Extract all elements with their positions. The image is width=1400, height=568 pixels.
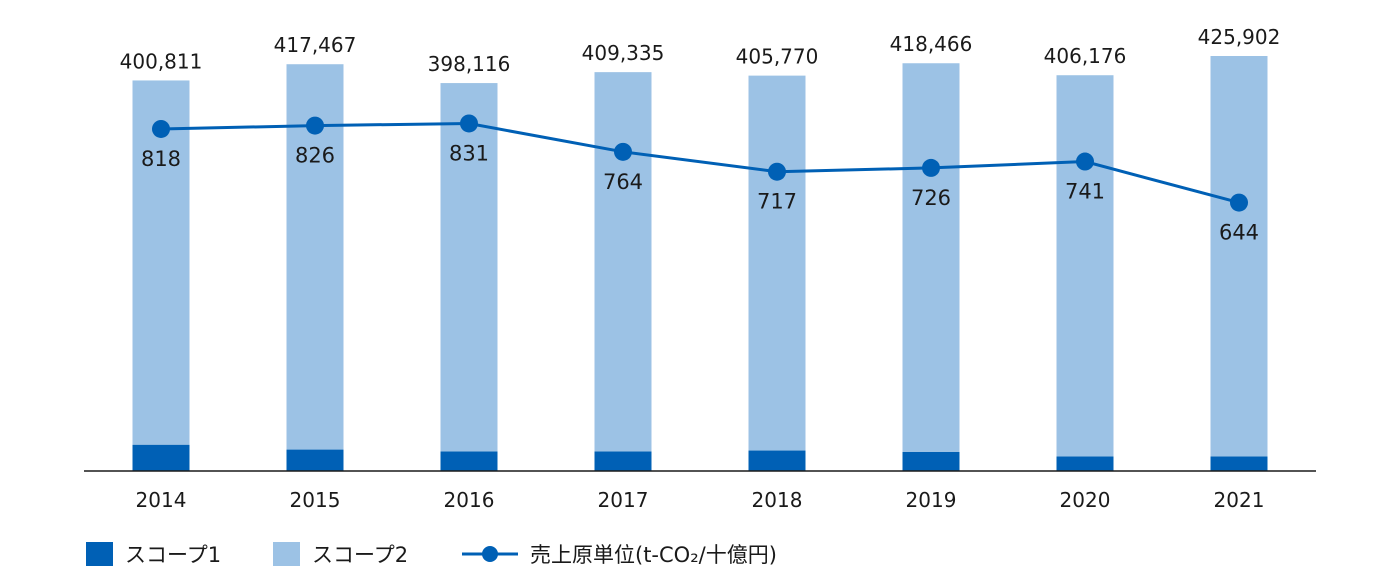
line-label-2021: 644 bbox=[1219, 221, 1259, 245]
line-point-2015 bbox=[306, 116, 324, 135]
legend-label-scope1: スコープ1 bbox=[125, 543, 221, 567]
line-point-2018 bbox=[768, 162, 786, 181]
bar-scope1-2015 bbox=[286, 449, 344, 471]
x-tick-label-2016: 2016 bbox=[444, 488, 495, 512]
total-label-2018: 405,770 bbox=[736, 45, 819, 69]
legend-item-intensity: 売上原単位(t-CO₂/十億円) bbox=[462, 543, 777, 567]
bar-scope1-2018 bbox=[748, 450, 806, 471]
bar-scope1-2016 bbox=[440, 451, 498, 471]
x-tick-label-2021: 2021 bbox=[1214, 488, 1265, 512]
x-tick-label-2017: 2017 bbox=[598, 488, 649, 512]
line-label-2014: 818 bbox=[141, 147, 181, 171]
line-point-2014 bbox=[152, 119, 170, 138]
total-label-2019: 418,466 bbox=[890, 32, 973, 56]
legend-marker-intensity bbox=[482, 546, 498, 562]
line-label-2018: 717 bbox=[757, 190, 797, 214]
line-label-2019: 726 bbox=[911, 186, 951, 210]
bar-scope1-2014 bbox=[132, 444, 190, 471]
bar-scope2-2016 bbox=[440, 83, 498, 452]
total-label-2015: 417,467 bbox=[274, 33, 357, 57]
line-point-2017 bbox=[614, 142, 632, 161]
line-label-2017: 764 bbox=[603, 170, 643, 194]
total-label-2016: 398,116 bbox=[428, 52, 511, 76]
x-tick-label-2018: 2018 bbox=[752, 488, 803, 512]
legend-label-intensity: 売上原単位(t-CO₂/十億円) bbox=[530, 543, 777, 567]
line-point-2019 bbox=[922, 158, 940, 177]
legend-item-scope1: スコープ1 bbox=[86, 542, 221, 567]
legend-label-scope2: スコープ2 bbox=[312, 543, 408, 567]
legend-swatch-scope2 bbox=[273, 542, 300, 566]
legend-swatch-scope1 bbox=[86, 542, 113, 566]
line-group bbox=[152, 114, 1248, 212]
bar-scope1-2021 bbox=[1210, 456, 1268, 471]
line-label-2015: 826 bbox=[295, 144, 335, 168]
x-tick-label-2019: 2019 bbox=[906, 488, 957, 512]
bars-group bbox=[132, 56, 1268, 471]
total-label-2021: 425,902 bbox=[1198, 25, 1281, 49]
bar-scope2-2020 bbox=[1056, 75, 1114, 457]
x-tick-label-2020: 2020 bbox=[1060, 488, 1111, 512]
legend: スコープ1 スコープ2 売上原単位(t-CO₂/十億円) bbox=[86, 542, 777, 567]
bar-scope2-2018 bbox=[748, 75, 806, 451]
x-tick-label-2015: 2015 bbox=[290, 488, 341, 512]
line-intensity bbox=[160, 121, 1240, 205]
bar-scope1-2020 bbox=[1056, 456, 1114, 471]
line-point-2020 bbox=[1076, 152, 1094, 171]
line-label-2020: 741 bbox=[1065, 180, 1105, 204]
legend-item-scope2: スコープ2 bbox=[273, 542, 408, 567]
bar-scope2-2021 bbox=[1210, 56, 1268, 457]
bar-scope1-2017 bbox=[594, 451, 652, 471]
total-label-2014: 400,811 bbox=[120, 49, 203, 73]
bar-scope2-2017 bbox=[594, 72, 652, 452]
line-point-2016 bbox=[460, 114, 478, 133]
bar-scope1-2019 bbox=[902, 451, 960, 471]
line-label-2016: 831 bbox=[449, 141, 489, 165]
total-label-2017: 409,335 bbox=[582, 41, 665, 65]
x-tick-labels: 2014 2015 2016 2017 2018 2019 2020 2021 bbox=[136, 488, 1265, 512]
x-tick-label-2014: 2014 bbox=[136, 488, 187, 512]
line-point-2021 bbox=[1230, 193, 1248, 212]
labels-group: 400,811 417,467 398,116 409,335 405,770 418,4… bbox=[120, 25, 1281, 245]
bar-scope2-2019 bbox=[902, 63, 960, 452]
total-label-2020: 406,176 bbox=[1044, 44, 1127, 68]
bar-scope2-2014 bbox=[132, 80, 190, 445]
